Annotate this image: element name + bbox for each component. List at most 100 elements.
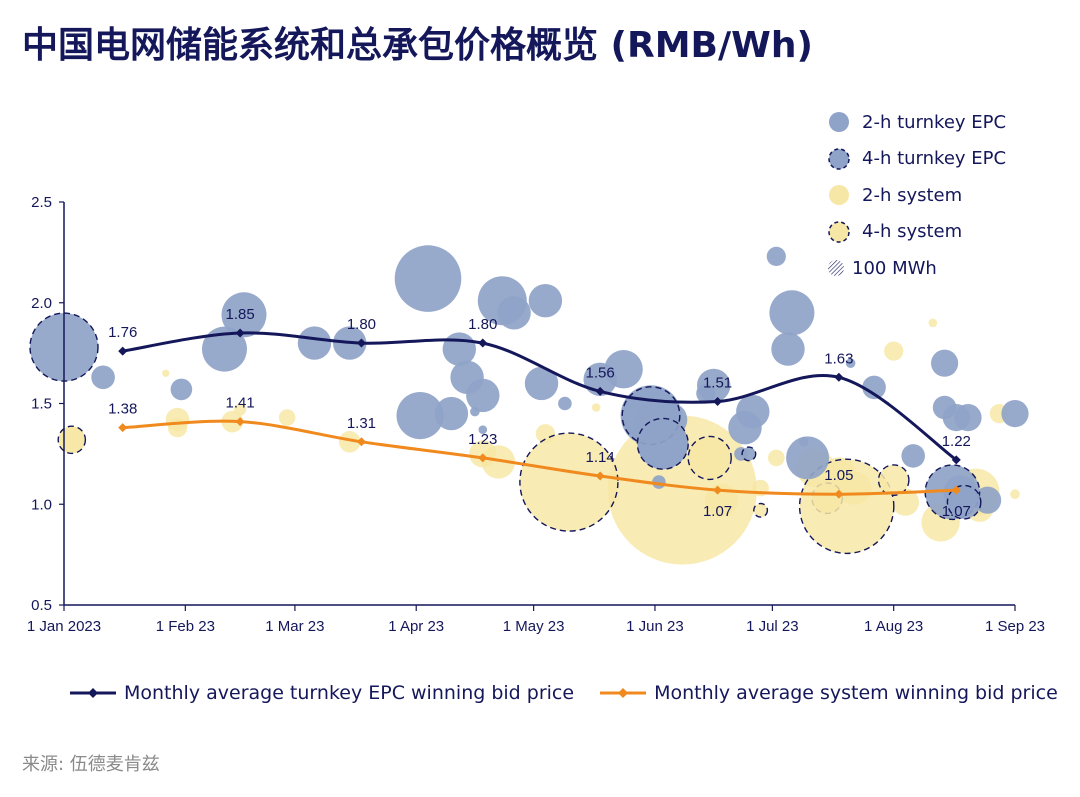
bubble-epc2 <box>91 365 115 390</box>
legend-label: 2-h system <box>862 184 963 206</box>
epc-point-marker <box>118 346 128 356</box>
bubble-epc2 <box>769 290 815 336</box>
bubble-epc2 <box>202 326 247 372</box>
bubble-epc2 <box>528 284 563 318</box>
legend-item-epc-line: Monthly average turnkey EPC winning bid … <box>70 682 574 704</box>
x-tick-label: 1 Jun 23 <box>626 618 684 635</box>
bubble-epc2 <box>478 425 488 435</box>
legend-swatch-2h-epc <box>829 112 849 133</box>
legend-swatch-4h-system <box>828 221 850 243</box>
legend-item-2h-system: 2-h system <box>826 177 1006 214</box>
bubble-epc2 <box>862 375 886 400</box>
bubble-epc2 <box>434 396 469 431</box>
legend-item-2h-epc: 2-h turnkey EPC <box>826 104 1006 141</box>
system-average-line <box>122 419 957 496</box>
bubble-epc2 <box>442 332 476 366</box>
epc-data-label: 1.76 <box>108 324 137 341</box>
system-data-label: 1.07 <box>703 503 732 520</box>
epc-data-label: 1.22 <box>942 433 971 450</box>
epc-data-label: 1.80 <box>468 316 497 333</box>
x-tick-label: 1 Aug 23 <box>864 618 923 635</box>
system-point-marker <box>356 437 366 447</box>
bubble-sys2 <box>1010 489 1020 500</box>
bubble-sys2 <box>884 341 904 361</box>
epc-point-marker <box>356 338 366 348</box>
system-point-marker <box>595 471 605 481</box>
bubble-sys2 <box>481 445 516 479</box>
bubble-epc2 <box>297 326 332 360</box>
line-layer <box>118 328 961 499</box>
bubble-sys4 <box>877 464 910 496</box>
epc-data-label: 1.85 <box>226 306 255 323</box>
epc-data-label: 1.80 <box>347 316 376 333</box>
legend-label: 4-h turnkey EPC <box>862 148 1007 170</box>
bubble-epc2 <box>221 292 267 338</box>
x-tick-label: 1 Mar 23 <box>265 618 324 635</box>
epc-point-marker <box>595 386 605 396</box>
system-point-marker <box>235 417 245 427</box>
bubble-epc2 <box>524 366 559 401</box>
x-tick-label: 1 May 23 <box>503 618 565 635</box>
bubble-sys2 <box>278 409 296 426</box>
bubble-sys4 <box>687 435 732 481</box>
bubble-epc2 <box>604 350 643 389</box>
y-tick-label: 1.5 <box>31 396 52 413</box>
system-point-marker <box>478 453 488 463</box>
chart-title: 中国电网储能系统和总承包价格概览 (RMB/Wh) <box>22 25 813 66</box>
bubble-sys4 <box>798 458 895 555</box>
x-tick-label: 1 Feb 23 <box>156 618 215 635</box>
x-tick-label: 1 Jan 2023 <box>27 618 101 635</box>
y-tick-label: 0.5 <box>31 597 52 614</box>
source-note: 来源: 伍德麦肯兹 <box>22 754 160 775</box>
x-tick-label: 1 Apr 23 <box>388 618 444 635</box>
epc-point-marker <box>235 328 245 338</box>
system-data-label: 1.38 <box>108 401 137 418</box>
legend-swatch-system-line <box>600 688 647 698</box>
y-tick-label: 2.5 <box>31 194 52 211</box>
bubble-sys2 <box>338 431 361 453</box>
bubble-sys2 <box>167 418 188 438</box>
bubble-sys2 <box>234 403 247 416</box>
legend-swatch-2h-system <box>829 185 849 206</box>
epc-point-marker <box>951 455 961 465</box>
bubble-epc2 <box>466 378 500 413</box>
system-data-label: 1.05 <box>824 467 853 484</box>
system-point-marker <box>834 489 844 499</box>
system-point-marker <box>118 423 128 433</box>
bubble-epc2 <box>558 396 572 411</box>
bubble-layer <box>29 245 1029 565</box>
epc-data-label: 1.51 <box>703 374 732 391</box>
bubble-epc2 <box>394 245 462 312</box>
bubble-epc2 <box>170 378 193 401</box>
system-data-label: 1.23 <box>468 431 497 448</box>
bubble-sys2 <box>891 488 920 516</box>
bubble-epc2 <box>396 392 444 440</box>
system-point-marker <box>713 485 723 495</box>
legend-item-size-ref: 100 MWh <box>826 250 1006 287</box>
bubble-epc4 <box>636 417 689 470</box>
bubble-epc2 <box>954 404 982 432</box>
legend-swatch-epc-line <box>70 688 116 698</box>
legend-swatch-4h-epc <box>828 148 850 170</box>
epc-data-label: 1.56 <box>586 364 615 381</box>
system-data-label: 1.07 <box>942 503 971 520</box>
legend-label: 100 MWh <box>852 257 937 279</box>
legend-label: 4-h system <box>862 221 963 243</box>
bubble-epc2 <box>1001 400 1029 428</box>
bubble-sys4 <box>57 425 87 455</box>
bubble-epc2 <box>845 358 856 369</box>
bubble-sys2 <box>928 318 938 328</box>
bubble-epc2 <box>497 296 531 330</box>
bubble-epc2 <box>766 246 786 266</box>
legend-label: Monthly average turnkey EPC winning bid … <box>124 682 575 704</box>
x-tick-label: 1 Jul 23 <box>746 618 799 635</box>
bubble-sys4 <box>519 432 619 532</box>
bubble-sys2 <box>591 403 601 412</box>
line-legend: Monthly average turnkey EPC winning bid … <box>70 682 1080 704</box>
bubble-epc2 <box>786 436 830 480</box>
bubble-legend: 2-h turnkey EPC 4-h turnkey EPC 2-h syst… <box>826 104 1006 287</box>
legend-item-4h-epc: 4-h turnkey EPC <box>826 141 1006 178</box>
x-tick-label: 1 Sep 23 <box>985 618 1045 635</box>
bubble-epc2 <box>901 444 925 468</box>
